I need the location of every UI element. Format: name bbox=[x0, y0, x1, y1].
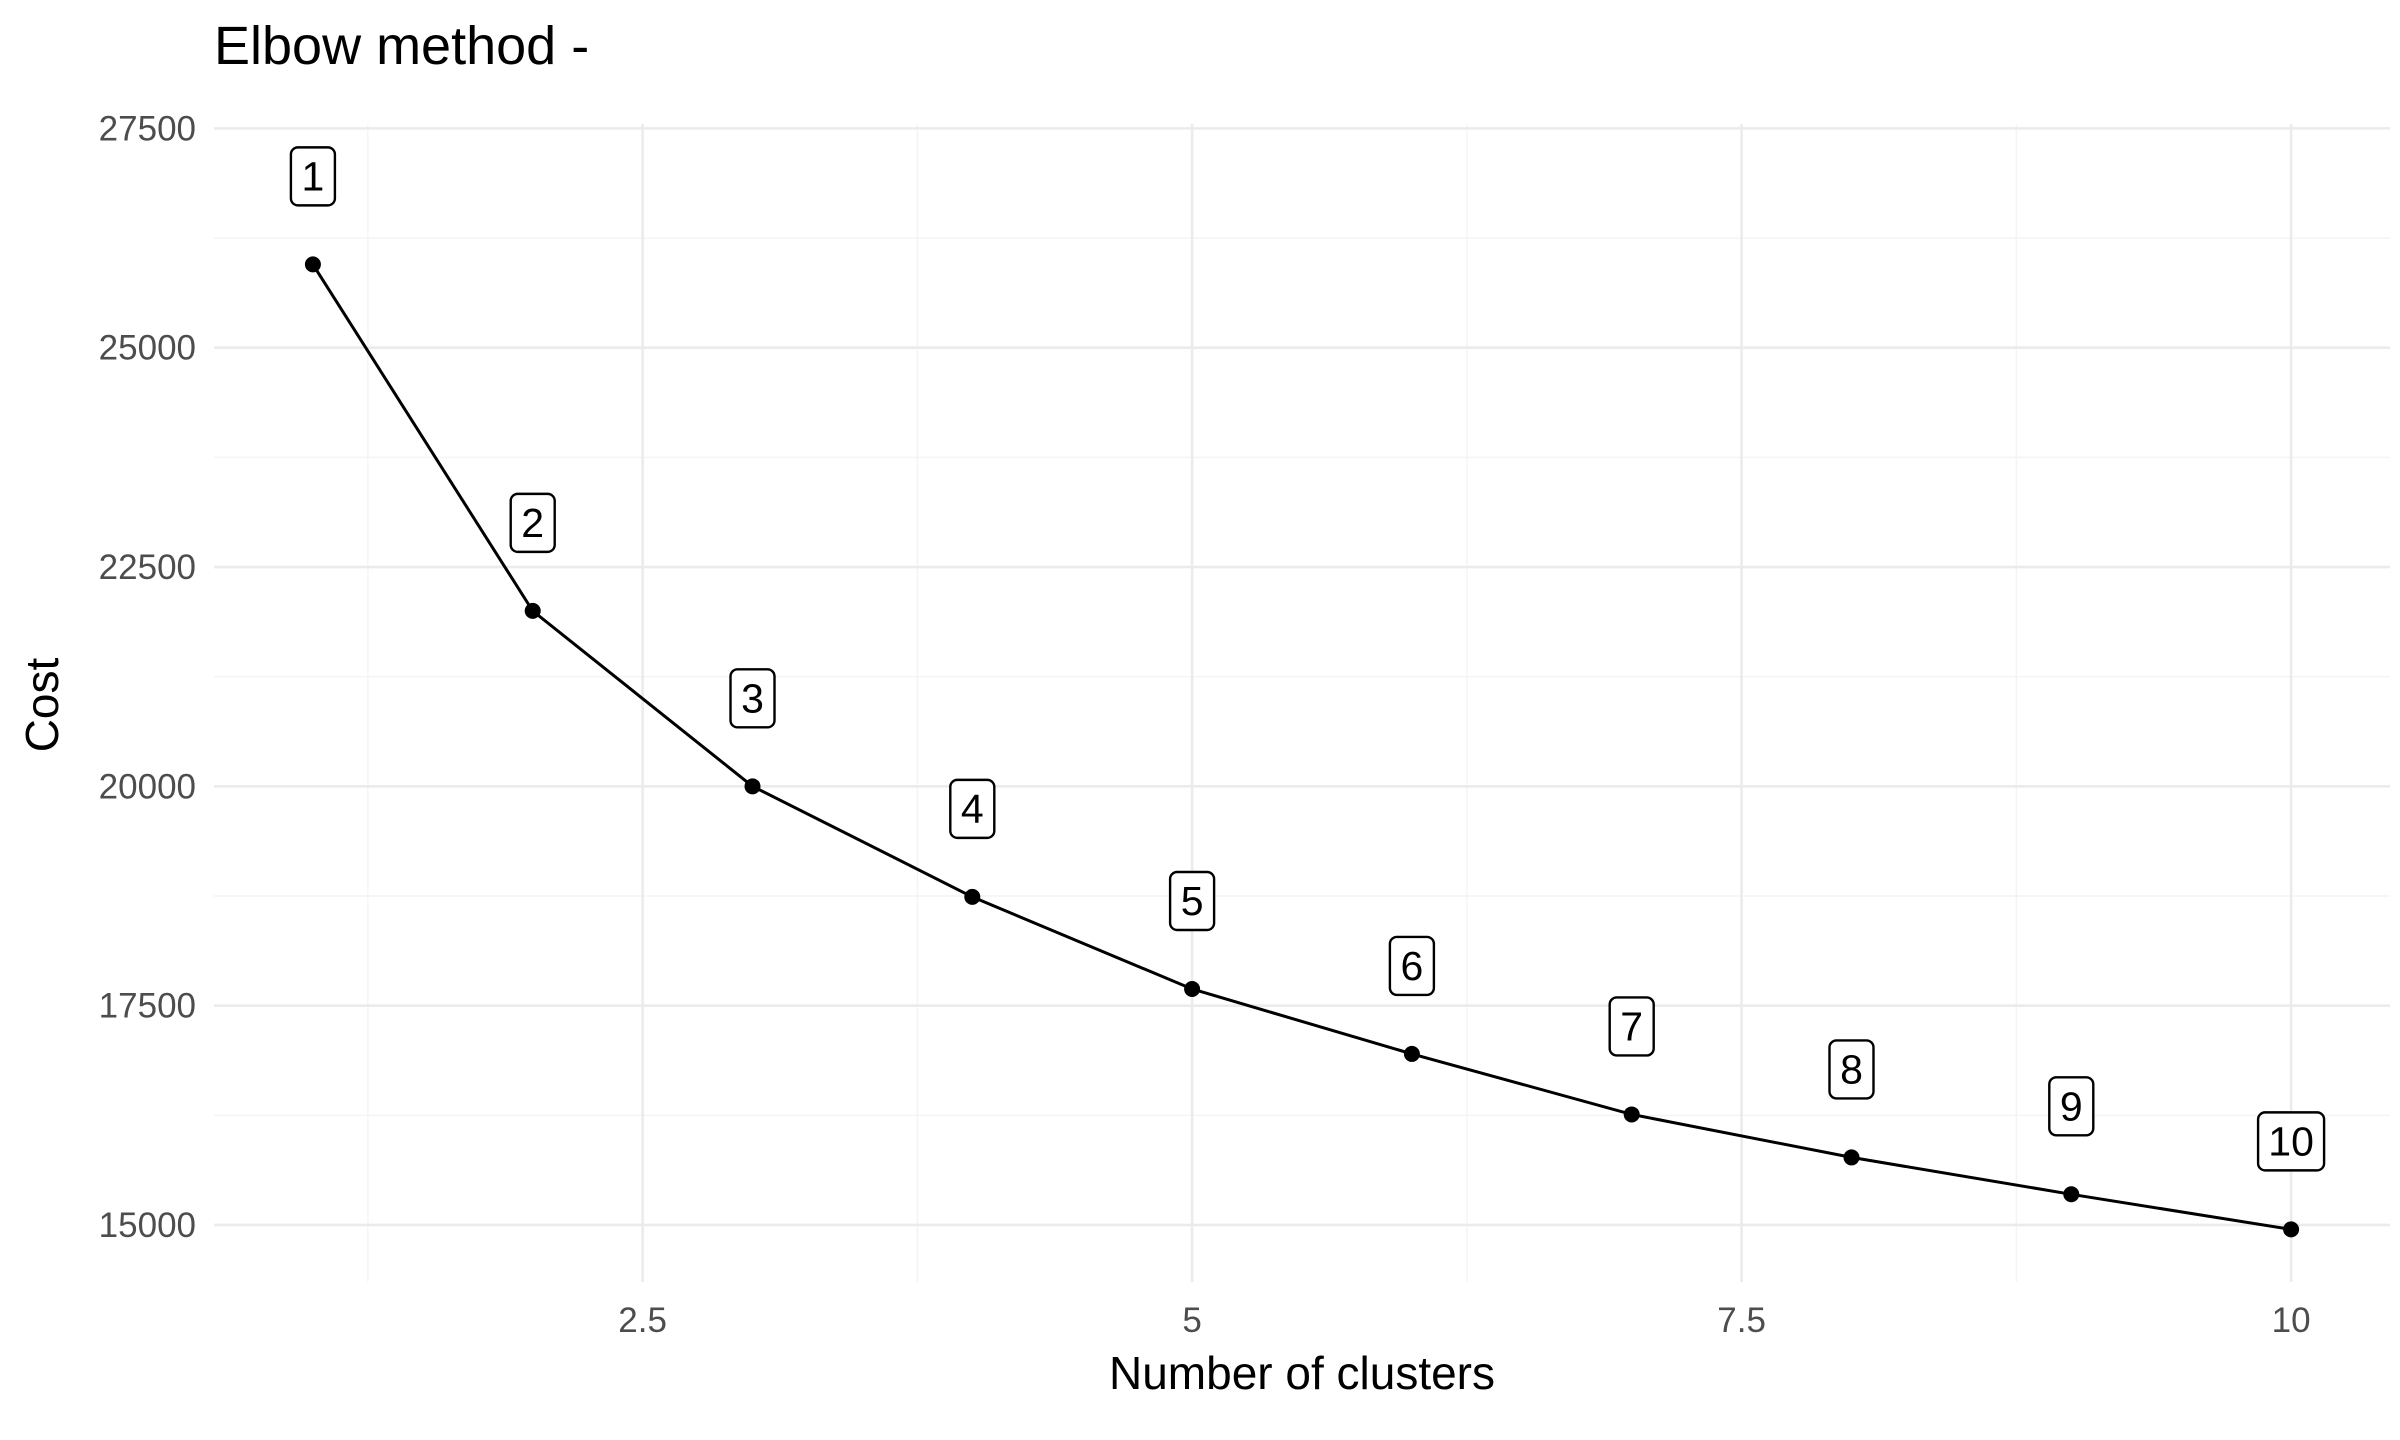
point-label: 6 bbox=[1400, 943, 1423, 989]
y-axis-title: Cost bbox=[16, 657, 68, 752]
y-tick-label: 22500 bbox=[99, 548, 196, 587]
data-point bbox=[2283, 1221, 2300, 1238]
point-label: 5 bbox=[1181, 878, 1204, 924]
point-label-box bbox=[509, 492, 556, 554]
x-axis-title: Number of clusters bbox=[1109, 1347, 1495, 1399]
series-line bbox=[311, 263, 2292, 1231]
data-point bbox=[2063, 1186, 2080, 1203]
data-point bbox=[1403, 1045, 1420, 1062]
data-point bbox=[1843, 1149, 1860, 1166]
point-label-box bbox=[1388, 935, 1436, 997]
point-label-box bbox=[2048, 1076, 2095, 1137]
point-label-box bbox=[729, 668, 776, 729]
y-tick-label: 15000 bbox=[99, 1206, 196, 1245]
chart-title: Elbow method - bbox=[214, 16, 589, 76]
y-tick-label: 25000 bbox=[99, 329, 196, 368]
point-label-box bbox=[1828, 1039, 1875, 1100]
x-axis-tick-labels: 2.5 5 7.5 10 bbox=[618, 1301, 2310, 1340]
point-labels: 1 2 3 4 5 6 7 8 9 10 bbox=[289, 146, 2326, 1172]
minor-gridlines bbox=[214, 124, 2390, 1282]
point-label: 7 bbox=[1620, 1003, 1643, 1049]
y-tick-label: 20000 bbox=[99, 767, 196, 806]
data-point bbox=[524, 602, 541, 619]
point-label-box bbox=[1608, 996, 1655, 1057]
data-point bbox=[1184, 980, 1201, 997]
point-label: 9 bbox=[2060, 1083, 2083, 1129]
point-label: 8 bbox=[1840, 1046, 1863, 1092]
x-tick-label: 10 bbox=[2272, 1301, 2311, 1340]
point-label-box bbox=[2256, 1111, 2326, 1172]
x-tick-label: 2.5 bbox=[618, 1301, 667, 1340]
major-gridlines bbox=[214, 124, 2390, 1282]
point-label: 4 bbox=[961, 786, 984, 832]
x-tick-label: 5 bbox=[1182, 1301, 1201, 1340]
point-label-box bbox=[949, 778, 996, 840]
point-label-box bbox=[1168, 870, 1216, 932]
y-tick-label: 27500 bbox=[99, 109, 196, 148]
point-label: 10 bbox=[2268, 1118, 2314, 1164]
point-label: 3 bbox=[741, 675, 764, 721]
data-point bbox=[744, 778, 761, 795]
x-tick-label: 7.5 bbox=[1717, 1301, 1766, 1340]
series-layer bbox=[304, 256, 2300, 1238]
point-label: 2 bbox=[521, 500, 544, 546]
data-point bbox=[1623, 1106, 1640, 1123]
data-point bbox=[964, 888, 981, 905]
point-label: 1 bbox=[302, 153, 325, 199]
data-point bbox=[304, 256, 321, 273]
point-label-box bbox=[289, 146, 337, 207]
y-tick-label: 17500 bbox=[99, 987, 196, 1026]
y-axis-tick-labels: 15000 17500 20000 22500 25000 27500 bbox=[99, 109, 196, 1245]
